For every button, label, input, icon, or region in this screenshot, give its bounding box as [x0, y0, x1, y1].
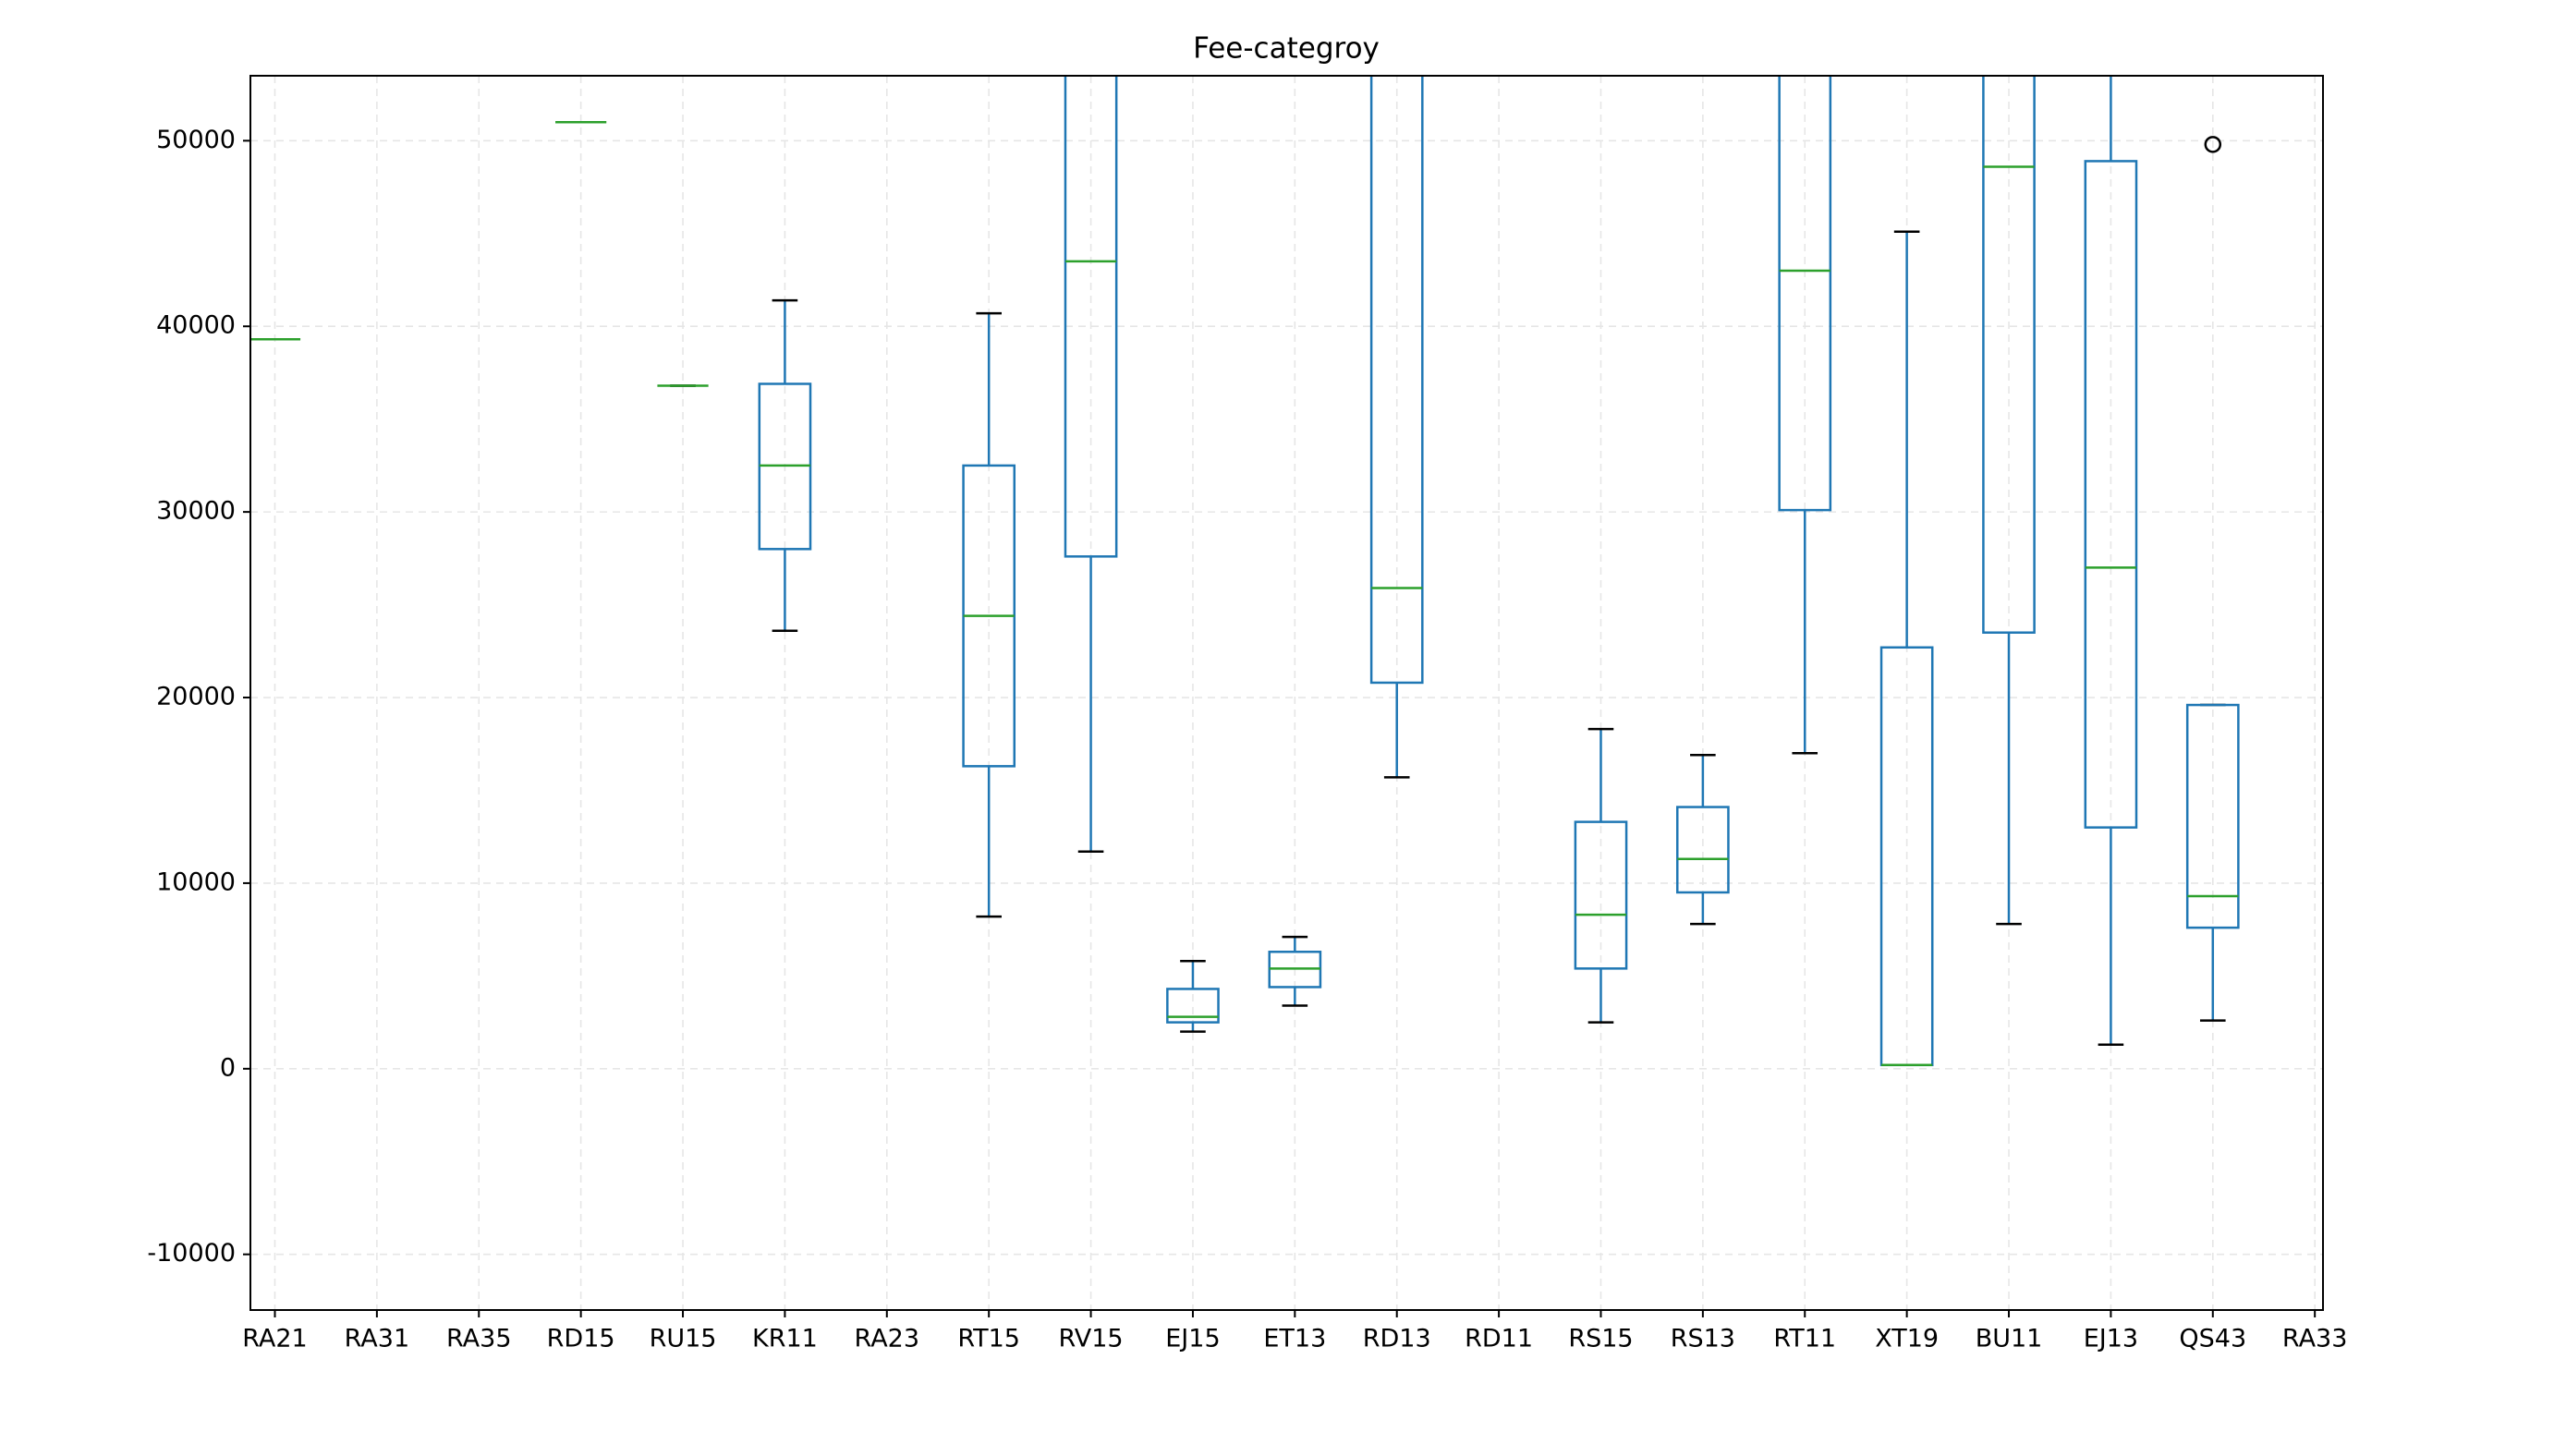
x-tick-label: EJ15: [1165, 1325, 1220, 1353]
x-tick-label: QS43: [2179, 1325, 2246, 1353]
flier: [2204, 136, 2222, 153]
box: [1982, 76, 2036, 634]
x-tick-label: RV15: [1059, 1325, 1124, 1353]
box: [1064, 76, 1118, 558]
y-tick-label: 0: [220, 1053, 236, 1082]
chart-title: Fee-categroy: [1193, 32, 1380, 66]
plot-area: [250, 76, 2240, 1067]
y-tick-label: 40000: [156, 311, 236, 340]
y-tick-label: 30000: [156, 497, 236, 526]
x-tick-label: RA23: [855, 1325, 920, 1353]
x-tick-label: RA33: [2282, 1325, 2348, 1353]
x-tick-label: RD11: [1465, 1325, 1533, 1353]
x-tick-label: RA21: [242, 1325, 308, 1353]
box: [1676, 806, 1730, 894]
box: [1574, 820, 1628, 970]
y-tick-label: -10000: [147, 1239, 236, 1268]
box: [2185, 703, 2240, 929]
grid: [250, 76, 2323, 1310]
x-tick-label: RA35: [446, 1325, 512, 1353]
x-tick-label: RT11: [1773, 1325, 1836, 1353]
x-tick-label: RS15: [1568, 1325, 1633, 1353]
y-tick-label: 20000: [156, 683, 236, 711]
box: [1166, 988, 1220, 1024]
y-tick-label: 50000: [156, 126, 236, 154]
box: [2084, 160, 2138, 829]
x-tick-label: RU15: [650, 1325, 717, 1353]
x-tick-label: ET13: [1263, 1325, 1326, 1353]
x-tick-label: KR11: [752, 1325, 818, 1353]
x-tick-label: RS13: [1671, 1325, 1735, 1353]
y-tick-label: 10000: [156, 868, 236, 896]
axes-frame: [249, 75, 2324, 1311]
x-tick-label: RA31: [345, 1325, 410, 1353]
x-tick-label: EJ13: [2084, 1325, 2138, 1353]
x-tick-label: RD15: [547, 1325, 615, 1353]
x-tick-label: XT19: [1875, 1325, 1939, 1353]
x-tick-label: RT15: [957, 1325, 1020, 1353]
x-tick-label: BU11: [1976, 1325, 2043, 1353]
x-tick-label: RD13: [1363, 1325, 1431, 1353]
box: [1369, 76, 1424, 685]
box: [1778, 76, 1832, 512]
